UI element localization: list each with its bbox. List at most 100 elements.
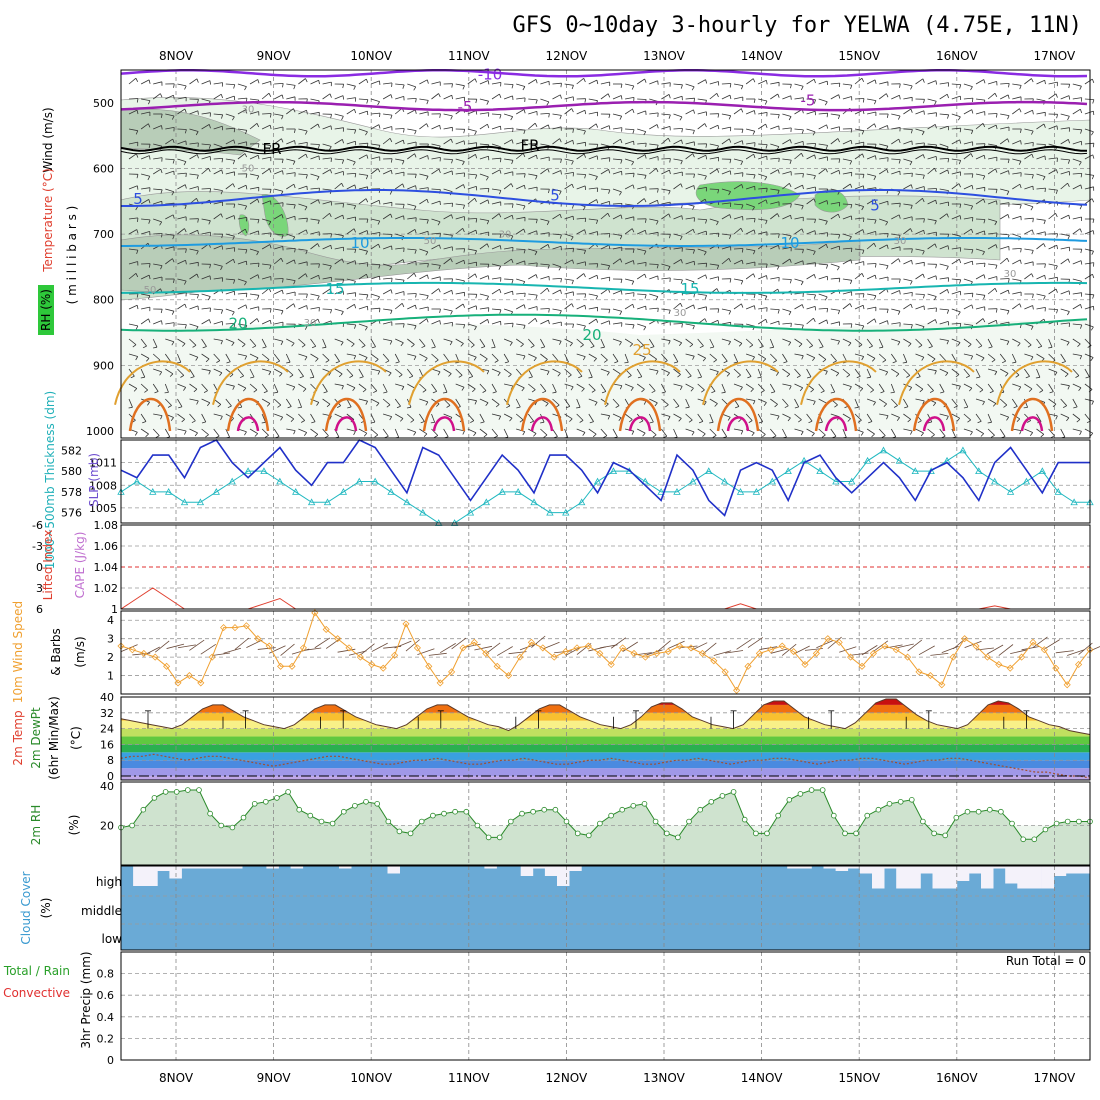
wind-barb — [213, 321, 223, 325]
wind-barb-flag — [148, 123, 151, 128]
wind-barb — [1036, 123, 1045, 130]
wind-barb — [685, 153, 694, 160]
wind-barb — [951, 158, 961, 161]
wind-barb-flag — [835, 372, 840, 377]
wind-barb-flag — [873, 401, 876, 406]
wind-barb — [733, 172, 743, 175]
wind-barb-flag — [1055, 288, 1058, 293]
wind-barb-flag — [991, 359, 996, 363]
wind-barb — [165, 94, 174, 100]
wind-barb-flag — [388, 372, 392, 377]
wind-barb-flag — [426, 219, 429, 224]
wind-barb-flag — [184, 280, 187, 285]
wind-barb — [431, 288, 439, 295]
wind-barb — [152, 428, 160, 436]
wind-barb-flag — [244, 355, 248, 360]
wind-barb-flag — [1056, 125, 1058, 130]
wind-barb-flag — [911, 248, 913, 253]
wind-barb — [128, 98, 139, 100]
wind-barb — [262, 232, 272, 235]
rh2m-point — [151, 795, 158, 801]
wind-barb-flag — [789, 235, 792, 240]
wind-barb-flag — [245, 173, 248, 178]
wind-barb — [286, 158, 296, 162]
wind-barb — [733, 96, 743, 100]
wind-barb — [1000, 126, 1010, 130]
wind10-point — [1040, 646, 1048, 654]
wind-barb — [1024, 428, 1033, 433]
wind-barb-flag — [704, 295, 707, 300]
wind-barb — [201, 218, 211, 222]
wind-barb — [564, 428, 569, 438]
wind-barb — [346, 413, 355, 420]
wind-barb-flag — [511, 203, 514, 208]
wind-barb-flag — [583, 325, 586, 330]
wind-barb-flag — [325, 359, 330, 363]
wind-barb — [237, 153, 246, 160]
wind-barb — [491, 113, 502, 115]
wind-barb-flag — [330, 169, 332, 174]
wind-barb-flag — [1018, 161, 1022, 165]
wind-barb-flag — [620, 95, 623, 100]
rh2m-point — [329, 820, 336, 827]
label-minmax: (6hr Min/Max) — [47, 696, 61, 780]
wind-barb — [298, 217, 308, 220]
wind-barb-flag — [1001, 360, 1006, 364]
wind-barb — [201, 98, 211, 102]
wind-barb — [164, 383, 169, 393]
wind-barb — [866, 318, 875, 325]
temp-tick-label: 16 — [100, 738, 114, 751]
wind-barb — [770, 353, 777, 361]
wind-barb — [878, 428, 886, 436]
wind-barb — [140, 318, 149, 325]
wind-barb — [491, 263, 501, 267]
wind-barb — [975, 218, 986, 220]
wind-barb — [516, 184, 525, 190]
wind-barb — [407, 353, 417, 357]
wind-barb — [310, 274, 319, 280]
wind-barb-flag — [705, 263, 708, 268]
wind10-point — [710, 657, 718, 665]
wind-barb — [249, 293, 259, 296]
wind-barb-flag — [316, 402, 320, 406]
wind-barb-flag — [994, 93, 998, 97]
wind-barb — [624, 353, 629, 363]
wind-barb — [915, 78, 924, 85]
wind-barb — [552, 188, 562, 192]
wind-barb-flag — [337, 405, 341, 408]
wind-barb — [987, 368, 997, 372]
wind-barb-flag — [426, 199, 429, 204]
wind-barb-flag — [232, 236, 235, 240]
wind-barb — [1060, 413, 1070, 419]
wind-barb — [504, 278, 514, 280]
wind-barb — [358, 383, 367, 390]
wind-barb-flag — [1019, 204, 1022, 209]
temp-tick-label: 24 — [100, 723, 114, 736]
wind10-point — [1006, 664, 1014, 672]
wind-barb — [975, 111, 985, 115]
wind-barb-flag — [1003, 404, 1008, 408]
wind-barb — [757, 353, 767, 360]
wind-barb-flag — [981, 357, 985, 362]
wind-barb — [1072, 398, 1078, 408]
wind-barb — [407, 185, 416, 190]
wind-barb — [806, 110, 816, 115]
wind-barb-flag — [371, 346, 376, 349]
wind-barb-flag — [1091, 175, 1095, 180]
wind-barb — [697, 123, 706, 130]
wind-barb — [818, 168, 827, 175]
wind-barb — [733, 203, 744, 206]
wind-barb — [1084, 293, 1094, 296]
wind-barb — [370, 307, 381, 310]
wind-barb — [963, 153, 972, 160]
wind-barb-flag — [886, 244, 889, 249]
wind-barb — [975, 306, 985, 310]
wind10-point — [733, 686, 741, 694]
wind-barb-flag — [524, 173, 526, 178]
wind-barb-flag — [269, 264, 272, 270]
date-label-bottom: 13NOV — [643, 1071, 685, 1085]
wind-barb — [588, 98, 598, 102]
wind-barb — [939, 353, 947, 361]
wind-barb — [515, 152, 524, 160]
wind-barb — [177, 216, 187, 220]
